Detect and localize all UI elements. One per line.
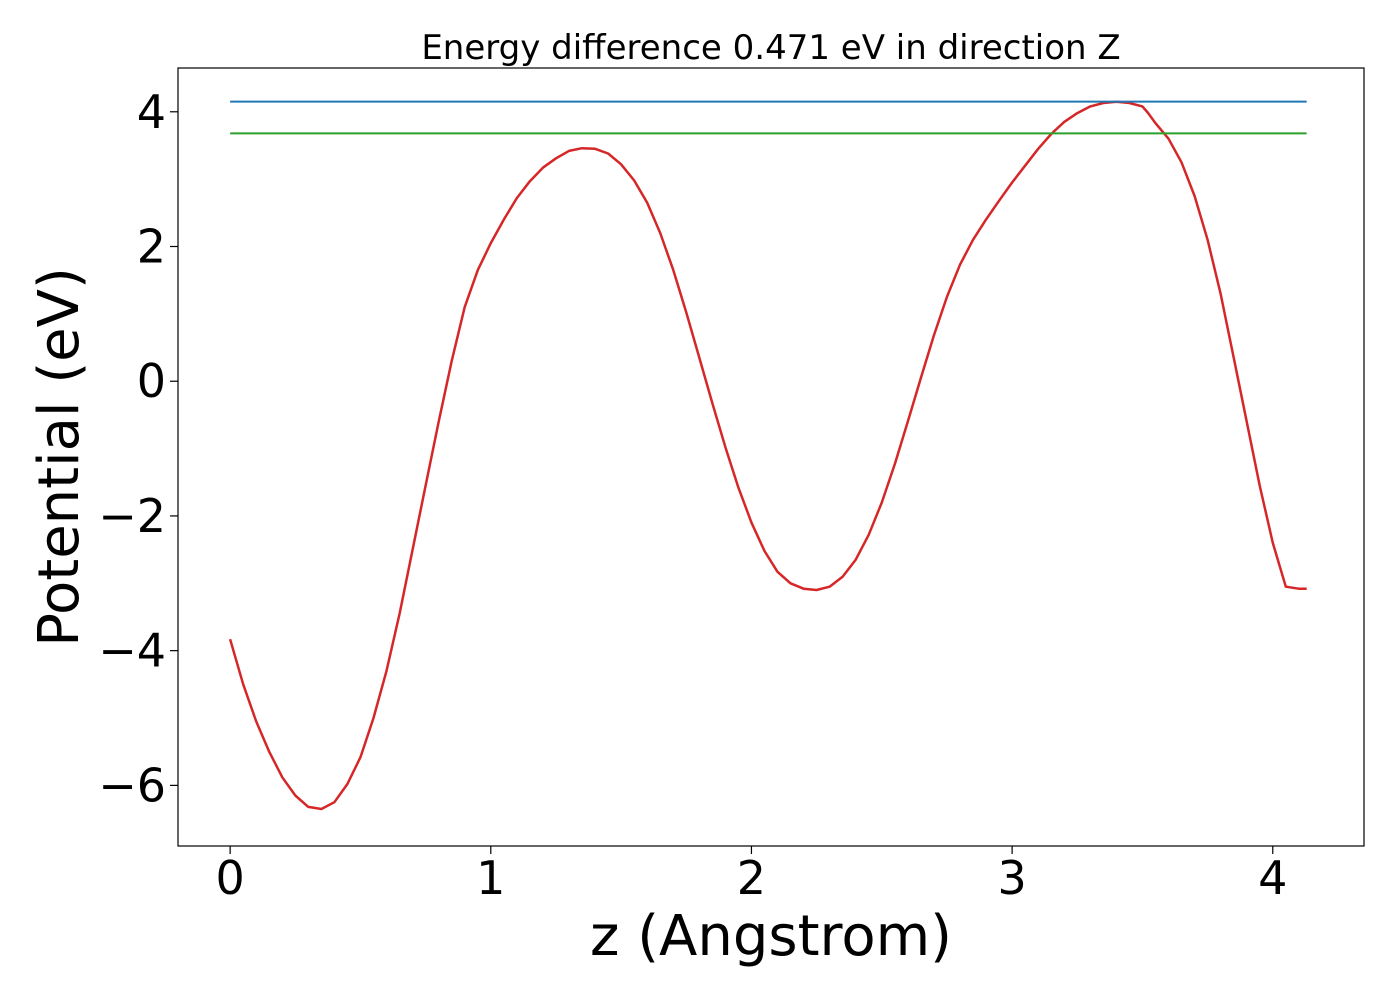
x-tick-label: 3 [997,851,1026,905]
y-tick-label: −4 [98,624,166,678]
y-tick-label: 2 [137,220,166,274]
y-tick-label: −2 [98,489,166,543]
x-tick-label: 0 [215,851,244,905]
y-tick-label: −6 [98,758,166,812]
plot-marks [228,100,1307,811]
plot-frame [177,67,1365,847]
x-tick-label: 1 [476,851,505,905]
y-tick-label: 0 [137,354,166,408]
axis-ticks: 0 1 2 3 4 −6 −4 −2 0 2 4 [98,85,1287,905]
potential-curve [228,100,1307,811]
y-axis-label: Potential (eV) [27,267,92,647]
x-tick-label: 2 [737,851,766,905]
x-axis-label: z (Angstrom) [590,904,952,969]
y-tick-label: 4 [137,85,166,139]
chart-title: Energy difference 0.471 eV in direction … [421,28,1120,68]
x-tick-label: 4 [1258,851,1287,905]
